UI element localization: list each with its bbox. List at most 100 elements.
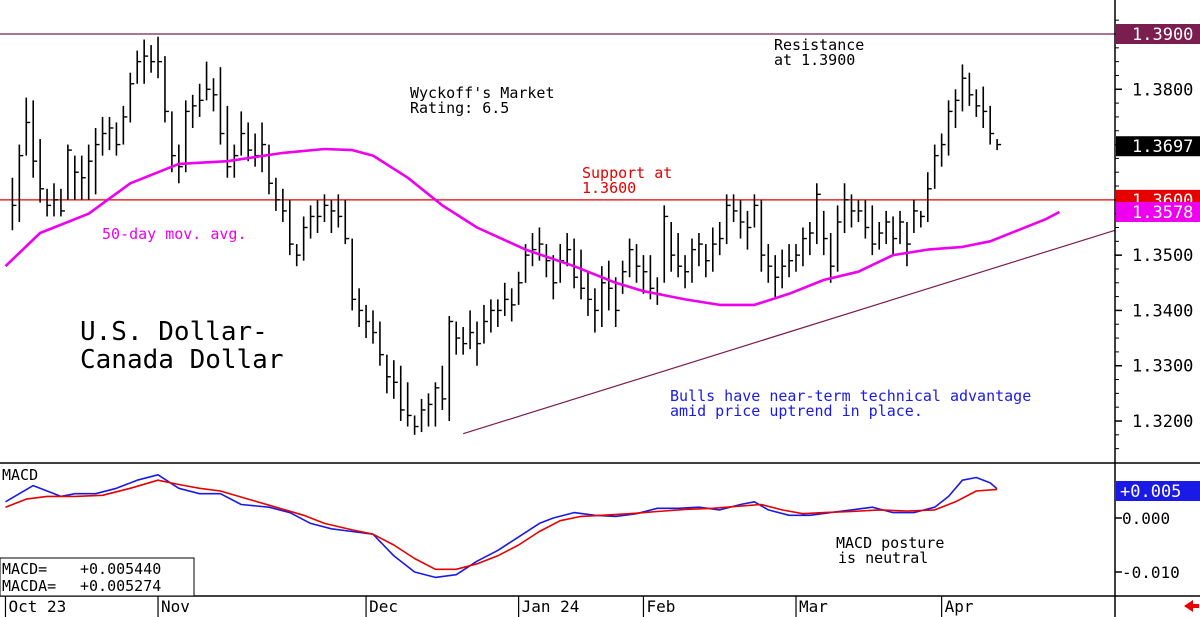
price-bar bbox=[420, 398, 426, 433]
resistance-note: Resistance bbox=[774, 36, 864, 54]
price-bar bbox=[282, 188, 287, 222]
price-bar bbox=[323, 194, 329, 222]
y-tick-label: 1.3300 bbox=[1132, 357, 1193, 377]
price-bar bbox=[365, 304, 371, 339]
price-tag-label: 1.3697 bbox=[1132, 137, 1193, 157]
price-bar bbox=[254, 133, 260, 167]
price-bar bbox=[53, 183, 59, 217]
price-bar bbox=[427, 393, 433, 427]
price-bar bbox=[926, 172, 932, 222]
price-bar bbox=[614, 277, 620, 328]
price-bar bbox=[441, 365, 447, 410]
price-bar bbox=[906, 221, 911, 267]
price-bar bbox=[476, 321, 482, 366]
price-bar bbox=[219, 67, 225, 145]
price-bar bbox=[448, 315, 454, 421]
price-bar bbox=[143, 39, 149, 84]
wyckoff-rating: Wyckoff's Market bbox=[410, 84, 555, 102]
y-tick-label: 1.3400 bbox=[1132, 301, 1193, 321]
price-bar bbox=[996, 139, 1002, 151]
price-bar bbox=[628, 238, 634, 278]
macd-y-tick-label: -0.010 bbox=[1122, 563, 1180, 582]
macd-title: MACD bbox=[2, 466, 38, 484]
price-bar bbox=[39, 139, 45, 203]
price-bar bbox=[982, 86, 988, 128]
price-bar bbox=[850, 194, 856, 228]
price-bar bbox=[746, 210, 752, 250]
price-bar bbox=[566, 233, 572, 267]
macd-tag bbox=[1116, 481, 1200, 501]
price-bar bbox=[899, 210, 905, 245]
price-bar bbox=[836, 205, 842, 272]
y-tick-label: 1.3800 bbox=[1132, 80, 1193, 100]
macd-tag-label: +0.005 bbox=[1120, 482, 1181, 502]
price-bar bbox=[413, 415, 419, 435]
price-bar bbox=[503, 282, 509, 316]
price-tag bbox=[1116, 24, 1200, 44]
price-bar bbox=[954, 89, 960, 128]
price-bar bbox=[913, 199, 918, 234]
price-bar bbox=[732, 194, 738, 222]
price-bar bbox=[164, 56, 169, 123]
ma-note: 50-day mov. avg. bbox=[102, 225, 247, 243]
price-bar bbox=[940, 133, 946, 167]
price-bar bbox=[379, 321, 384, 366]
price-bar bbox=[393, 360, 398, 399]
price-bar bbox=[587, 271, 592, 316]
price-bar bbox=[344, 199, 350, 245]
price-bar bbox=[621, 260, 627, 294]
price-bar bbox=[399, 365, 405, 421]
price-tag bbox=[1116, 136, 1200, 157]
price-bar bbox=[573, 238, 579, 289]
macd-series-macda bbox=[5, 479, 998, 571]
price-bar bbox=[87, 144, 93, 200]
price-tag bbox=[1116, 202, 1200, 223]
price-bar bbox=[150, 45, 156, 73]
macd-note: MACD posture bbox=[836, 534, 944, 552]
y-tick-label: 1.3200 bbox=[1132, 412, 1193, 432]
price-bar bbox=[705, 244, 710, 278]
price-bar bbox=[642, 255, 648, 294]
price-bar bbox=[212, 78, 218, 112]
price-bar bbox=[157, 36, 163, 79]
price-bar bbox=[871, 205, 877, 256]
price-bar bbox=[462, 327, 468, 355]
price-bar bbox=[198, 83, 204, 117]
price-bar bbox=[261, 122, 267, 173]
bulls-note: amid price uptrend in place. bbox=[670, 402, 923, 420]
price-bar bbox=[663, 205, 669, 283]
price-bar bbox=[115, 122, 121, 156]
x-tick-label: Oct 23 bbox=[8, 597, 66, 616]
price-bar bbox=[510, 288, 516, 322]
price-bar bbox=[684, 255, 690, 289]
price-bar bbox=[434, 382, 440, 427]
price-bar bbox=[275, 177, 280, 211]
price-bar bbox=[240, 111, 246, 156]
macd-readout-value: +0.005440 bbox=[80, 560, 161, 578]
price-bar bbox=[191, 94, 197, 128]
price-bar bbox=[101, 116, 107, 156]
left-arrow-icon[interactable] bbox=[1184, 600, 1199, 612]
price-bar bbox=[920, 210, 925, 228]
price-bar bbox=[857, 199, 863, 222]
price-bar bbox=[25, 97, 31, 156]
price-bar bbox=[961, 64, 967, 112]
price-bar bbox=[878, 221, 884, 250]
price-bar bbox=[80, 155, 86, 200]
price-bar bbox=[517, 271, 523, 305]
price-bar bbox=[358, 288, 364, 328]
price-bar bbox=[129, 72, 135, 123]
price-bar bbox=[885, 210, 891, 245]
chart-title-line: Canada Dollar bbox=[80, 345, 284, 375]
price-bar bbox=[483, 304, 488, 344]
x-tick-label: Mar bbox=[799, 597, 828, 616]
y-tick-label: 1.3500 bbox=[1132, 246, 1193, 266]
price-bar bbox=[337, 194, 343, 228]
price-bar bbox=[136, 50, 142, 84]
uptrend-line bbox=[462, 229, 1116, 435]
price-bar bbox=[580, 249, 586, 300]
x-tick-label: Apr bbox=[945, 597, 974, 616]
price-bar bbox=[108, 116, 114, 151]
price-bar bbox=[60, 188, 65, 217]
